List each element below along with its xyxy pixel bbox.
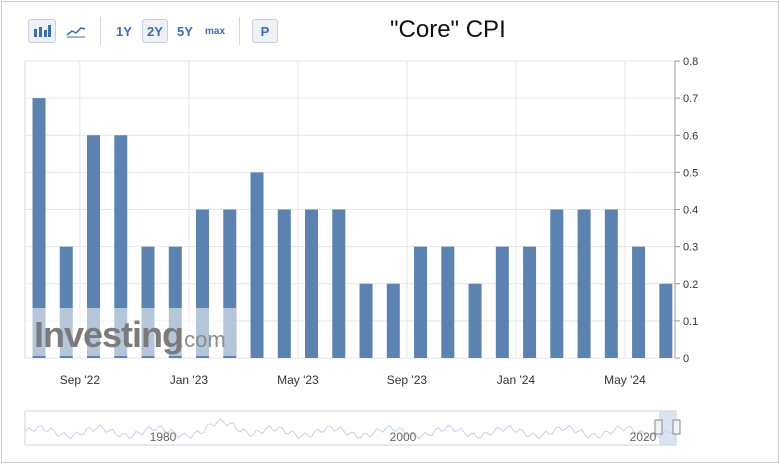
bar (550, 209, 564, 358)
bar (359, 283, 373, 358)
navigator-selection (659, 411, 676, 445)
y-tick-label: 0.3 (683, 242, 698, 254)
x-axis: Sep '22 Jan '23 May '23 Sep '23 Jan '24 May '… (60, 373, 646, 387)
bar (577, 209, 591, 358)
bar (386, 283, 400, 358)
navigator-right-handle (672, 419, 681, 435)
range-max-button[interactable]: max (204, 25, 225, 37)
bar-series (32, 98, 673, 358)
bar (87, 135, 101, 358)
x-tick-label: Sep '23 (387, 373, 428, 387)
bar-chart-icon (34, 25, 51, 37)
y-tick-label: 0.2 (683, 279, 698, 291)
y-tick-label: 0.7 (683, 93, 698, 105)
y-tick-label: 0.5 (683, 167, 698, 179)
range-2y-button[interactable]: 2Y (142, 19, 168, 43)
watermark-backdrop (26, 308, 236, 356)
x-tick-label: Sep '22 (60, 373, 101, 387)
bar (250, 172, 264, 358)
navigator-label: 2020 (630, 430, 657, 444)
watermark-suffix: .com (178, 327, 226, 352)
bar (632, 246, 646, 358)
chart-title: "Core" CPI (390, 16, 506, 43)
line-chart-icon (66, 27, 86, 38)
bar (332, 209, 346, 358)
navigator-label: 2000 (390, 430, 417, 444)
y-axis: 0 0.1 0.2 0.3 0.4 0.5 0.6 0.7 0.8 (674, 56, 698, 365)
y-tick-label: 0 (683, 353, 689, 365)
navigator-left-handle (654, 419, 663, 435)
y-tick-label: 0.1 (683, 316, 698, 328)
y-tick-label: 0.4 (683, 205, 698, 217)
y-tick-label: 0.6 (683, 130, 698, 142)
bar (305, 209, 319, 358)
watermark-brand: Investing (34, 314, 183, 355)
bar (523, 246, 537, 358)
bar (32, 98, 46, 358)
navigator-series (24, 417, 677, 440)
y-tick-label: 0.8 (683, 56, 698, 68)
x-tick-label: Jan '23 (170, 373, 209, 387)
navigator[interactable]: 1980 2000 2020 (24, 410, 681, 446)
bar (114, 135, 128, 358)
x-tick-label: May '23 (277, 373, 319, 387)
bar (414, 246, 428, 358)
range-1y-button[interactable]: 1Y (116, 23, 132, 39)
toolbar-divider (100, 17, 101, 45)
print-button[interactable]: P (252, 19, 278, 43)
bar (495, 246, 509, 358)
range-5y-button[interactable]: 5Y (177, 23, 193, 39)
bar (659, 283, 673, 358)
bar (277, 209, 291, 358)
navigator-label: 1980 (150, 430, 177, 444)
navigator-frame (24, 410, 677, 446)
bar-chart-button[interactable] (28, 19, 56, 43)
investing-watermark: Investing.com (26, 308, 236, 356)
toolbar-divider (239, 17, 240, 45)
bar (468, 283, 482, 358)
line-chart-button[interactable] (62, 19, 90, 43)
x-tick-label: Jan '24 (497, 373, 536, 387)
bar (441, 246, 455, 358)
bar (604, 209, 618, 358)
x-tick-label: May '24 (604, 373, 646, 387)
